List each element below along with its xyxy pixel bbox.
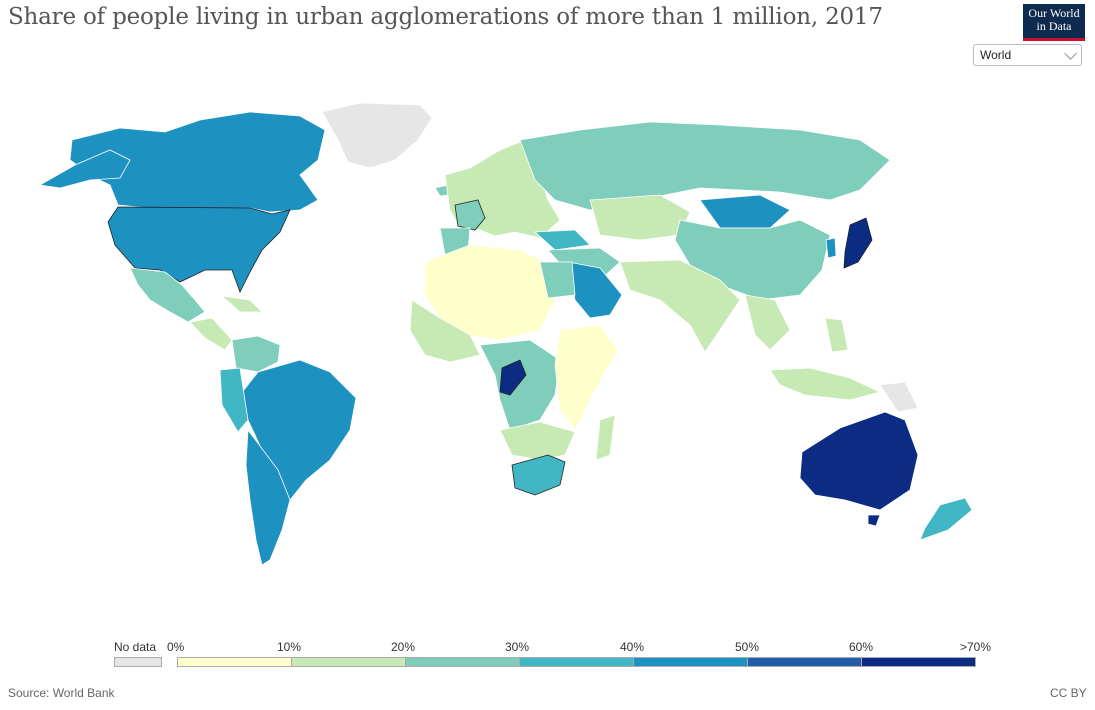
legend-label-1: 10% [277,640,302,654]
region-north-south-america[interactable] [231,335,281,373]
region-canada[interactable] [69,111,326,213]
region-southeast-asia[interactable] [744,294,791,351]
region-north-africa[interactable] [424,244,561,341]
region-south-asia[interactable] [619,259,741,353]
region-east-africa[interactable] [554,324,619,431]
region-south-korea[interactable] [825,237,837,259]
region-mexico[interactable] [129,267,206,323]
region-tasmania[interactable] [867,514,881,527]
legend-label-end: >70% [960,640,992,654]
logo-line-2: in Data [1036,19,1072,33]
legend-label-4: 40% [620,640,645,654]
legend-swatch-0 [177,657,292,667]
region-alaska[interactable] [38,149,131,189]
region-usa[interactable] [107,206,291,294]
legend-swatch-1 [291,657,406,667]
region-france[interactable] [454,199,486,231]
region-turkey[interactable] [534,229,591,251]
legend-no-data-label: No data [114,640,157,654]
region-philippines[interactable] [824,317,849,353]
region-new-zealand[interactable] [919,497,973,541]
region-russia[interactable] [519,121,891,211]
region-southern-cone[interactable] [245,428,291,566]
legend-swatch-4 [633,657,748,667]
region-japan[interactable] [843,217,873,269]
region-caribbean[interactable] [220,295,263,313]
region-south-africa[interactable] [511,454,566,496]
region-australia[interactable] [799,411,919,511]
region-west-africa[interactable] [409,299,481,363]
region-southern-africa[interactable] [499,421,576,461]
legend-label-0: 0% [167,640,185,654]
chevron-down-icon [1064,47,1077,60]
region-select[interactable]: World [973,44,1082,66]
region-saudi-arabia[interactable] [567,261,623,319]
logo-line-1: Our World [1028,6,1080,20]
legend-swatch-2 [405,657,520,667]
region-egypt[interactable] [539,261,576,299]
region-central-asia[interactable] [589,194,691,241]
region-mongolia[interactable] [699,194,791,229]
world-map [38,102,973,566]
region-greenland[interactable] [321,102,433,169]
region-congo[interactable] [499,359,527,396]
legend-swatch-5 [747,657,862,667]
owid-logo[interactable]: Our World in Data [1023,4,1085,41]
legend-label-5: 50% [735,640,760,654]
region-central-africa[interactable] [479,339,561,431]
region-select-value: World [980,48,1012,62]
legend-swatch-3 [519,657,634,667]
license-note[interactable]: CC BY [1050,686,1087,700]
legend-label-3: 30% [505,640,530,654]
chart-title: Share of people living in urban agglomer… [8,4,883,30]
region-indonesia[interactable] [769,367,882,401]
legend-label-2: 20% [391,640,416,654]
legend-no-data-swatch [114,657,162,667]
region-central-america[interactable] [189,317,233,351]
source-note[interactable]: Source: World Bank [8,686,115,700]
region-andes[interactable] [219,367,249,433]
legend-swatch-6 [861,657,976,667]
region-papua[interactable] [879,381,919,413]
region-madagascar[interactable] [595,414,616,461]
legend-label-6: 60% [849,640,874,654]
